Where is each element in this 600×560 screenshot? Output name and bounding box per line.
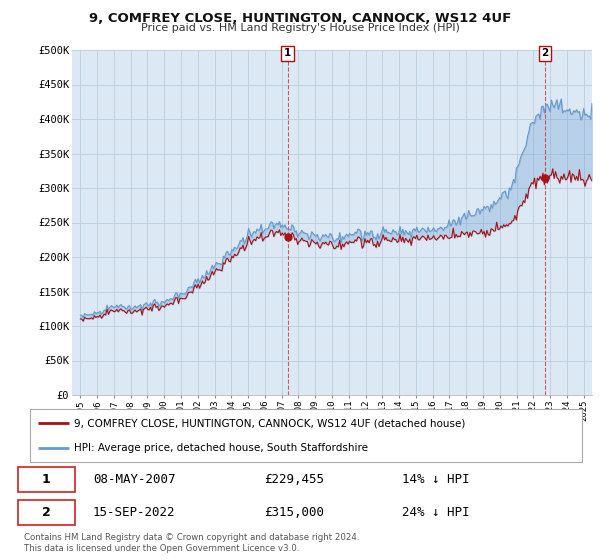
Text: 2: 2 (542, 49, 549, 58)
Text: 1: 1 (42, 473, 50, 487)
FancyBboxPatch shape (18, 468, 75, 492)
Text: 9, COMFREY CLOSE, HUNTINGTON, CANNOCK, WS12 4UF (detached house): 9, COMFREY CLOSE, HUNTINGTON, CANNOCK, W… (74, 418, 466, 428)
Text: 14% ↓ HPI: 14% ↓ HPI (402, 473, 470, 487)
Text: Contains HM Land Registry data © Crown copyright and database right 2024.
This d: Contains HM Land Registry data © Crown c… (24, 533, 359, 553)
Text: 2: 2 (42, 506, 50, 519)
Text: 1: 1 (284, 49, 292, 58)
Text: £315,000: £315,000 (264, 506, 324, 519)
Text: 15-SEP-2022: 15-SEP-2022 (93, 506, 176, 519)
Text: Price paid vs. HM Land Registry's House Price Index (HPI): Price paid vs. HM Land Registry's House … (140, 23, 460, 33)
Text: 08-MAY-2007: 08-MAY-2007 (93, 473, 176, 487)
Text: 24% ↓ HPI: 24% ↓ HPI (402, 506, 470, 519)
Text: 9, COMFREY CLOSE, HUNTINGTON, CANNOCK, WS12 4UF: 9, COMFREY CLOSE, HUNTINGTON, CANNOCK, W… (89, 12, 511, 25)
FancyBboxPatch shape (18, 500, 75, 525)
Text: HPI: Average price, detached house, South Staffordshire: HPI: Average price, detached house, Sout… (74, 442, 368, 452)
Text: £229,455: £229,455 (264, 473, 324, 487)
